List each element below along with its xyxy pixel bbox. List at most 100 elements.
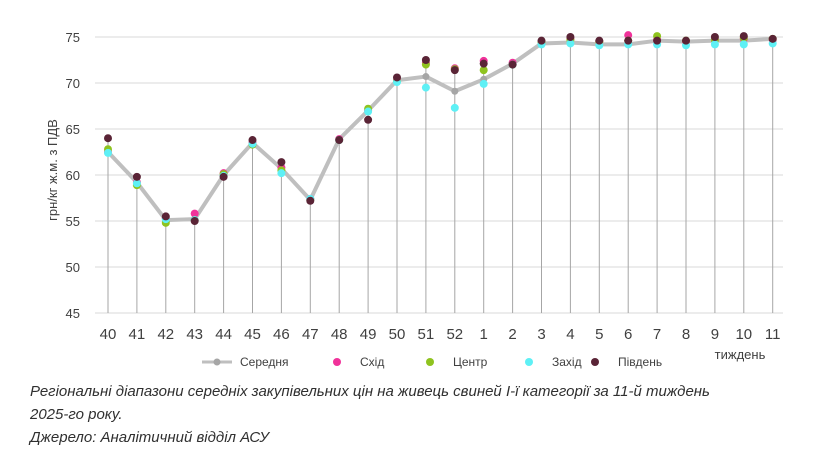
x-tick-label: 51 bbox=[418, 326, 435, 343]
y-tick-label: 45 bbox=[66, 306, 80, 321]
data-point bbox=[768, 34, 777, 43]
data-point bbox=[104, 148, 112, 157]
data-point bbox=[710, 33, 719, 41]
legend-item: Центр bbox=[426, 355, 488, 369]
series-4 bbox=[104, 39, 777, 225]
data-point bbox=[566, 39, 575, 48]
data-point bbox=[422, 73, 430, 81]
gridlines bbox=[95, 36, 783, 314]
legend-label: Центр bbox=[453, 355, 488, 369]
data-point bbox=[566, 33, 575, 41]
legend-label: Південь bbox=[618, 355, 662, 369]
data-point bbox=[451, 87, 459, 95]
data-point bbox=[710, 40, 719, 49]
legend-item: Захід bbox=[525, 355, 582, 369]
x-tick-label: 6 bbox=[624, 326, 632, 343]
data-point bbox=[104, 134, 112, 143]
data-point bbox=[132, 172, 141, 181]
x-tick-label: 4 bbox=[566, 326, 574, 343]
x-axis-label: тиждень bbox=[715, 347, 766, 362]
data-point bbox=[248, 136, 257, 145]
data-point bbox=[132, 179, 141, 188]
data-point bbox=[219, 172, 228, 181]
data-point bbox=[277, 169, 286, 178]
data-point bbox=[682, 36, 690, 45]
y-axis-ticks: 45 50 55 60 65 70 75 bbox=[66, 30, 80, 321]
series-5 bbox=[104, 32, 777, 225]
x-tick-label: 46 bbox=[273, 326, 290, 343]
data-point bbox=[479, 79, 488, 88]
x-tick-label: 5 bbox=[595, 326, 603, 343]
x-axis-ticks: 40 41 42 43 44 45 46 47 48 49 50 51 52 1 2 3 4 5 6 7 8 9 10 11 bbox=[100, 326, 781, 343]
series-2 bbox=[104, 31, 777, 223]
x-tick-label: 8 bbox=[682, 326, 690, 343]
data-point bbox=[450, 66, 459, 75]
figure-caption: Регіональні діапазони середніх закупівел… bbox=[30, 380, 800, 449]
legend: Середня Схід Центр Захід Південь bbox=[202, 355, 662, 369]
x-tick-label: 1 bbox=[480, 326, 488, 343]
y-tick-label: 50 bbox=[66, 260, 80, 275]
data-point bbox=[624, 31, 633, 40]
data-point bbox=[393, 73, 401, 82]
x-tick-label: 9 bbox=[711, 326, 719, 343]
legend-dot bbox=[213, 358, 221, 366]
data-point bbox=[537, 36, 546, 45]
legend-label: Середня bbox=[240, 355, 289, 369]
x-tick-label: 48 bbox=[331, 326, 348, 343]
caption-line-1: Регіональні діапазони середніх закупівел… bbox=[30, 383, 710, 400]
legend-item: Схід bbox=[333, 355, 384, 369]
x-tick-label: 47 bbox=[302, 326, 319, 343]
legend-item: Середня bbox=[202, 355, 289, 369]
y-tick-label: 75 bbox=[66, 30, 80, 45]
legend-label: Схід bbox=[360, 355, 384, 369]
caption-source: Джерело: Аналітичний відділ АСУ bbox=[30, 429, 269, 446]
y-tick-label: 70 bbox=[66, 76, 80, 91]
data-point bbox=[739, 32, 748, 41]
data-point bbox=[364, 115, 373, 124]
data-point bbox=[595, 36, 604, 45]
x-tick-label: 10 bbox=[735, 326, 752, 343]
x-tick-label: 50 bbox=[389, 326, 406, 343]
data-point bbox=[653, 36, 662, 45]
x-tick-label: 44 bbox=[215, 326, 232, 343]
x-tick-label: 49 bbox=[360, 326, 377, 343]
data-point bbox=[335, 136, 344, 145]
data-point bbox=[190, 209, 199, 218]
data-point bbox=[421, 56, 430, 64]
x-tick-label: 41 bbox=[129, 326, 146, 343]
drop-lines bbox=[107, 35, 774, 313]
y-tick-label: 65 bbox=[66, 122, 80, 137]
x-tick-label: 43 bbox=[186, 326, 203, 343]
y-tick-label: 55 bbox=[66, 214, 80, 229]
y-axis-label: грн/кг ж.м. з ПДВ bbox=[45, 119, 60, 221]
x-tick-label: 11 bbox=[765, 326, 781, 343]
data-point bbox=[624, 36, 633, 45]
legend-dot bbox=[525, 358, 533, 366]
data-point bbox=[421, 83, 430, 92]
data-point bbox=[479, 59, 488, 68]
caption-line-2: 2025-го року. bbox=[30, 406, 123, 423]
series-line bbox=[106, 36, 773, 223]
x-tick-label: 40 bbox=[100, 326, 117, 343]
data-point bbox=[508, 60, 517, 69]
data-point bbox=[161, 212, 170, 221]
legend-item: Південь bbox=[591, 355, 662, 369]
data-point bbox=[479, 66, 488, 75]
legend-dot bbox=[426, 358, 434, 366]
legend-label: Захід bbox=[552, 355, 582, 369]
series-layer bbox=[104, 31, 777, 227]
x-tick-label: 2 bbox=[508, 326, 516, 343]
x-tick-label: 52 bbox=[446, 326, 463, 343]
legend-dot bbox=[333, 358, 341, 366]
x-tick-label: 42 bbox=[157, 326, 174, 343]
x-tick-label: 7 bbox=[653, 326, 661, 343]
data-point bbox=[450, 103, 459, 112]
legend-dot bbox=[591, 358, 599, 366]
data-point bbox=[739, 40, 748, 49]
data-point bbox=[277, 158, 286, 167]
data-point bbox=[306, 196, 315, 205]
data-point bbox=[364, 107, 373, 116]
data-point bbox=[190, 217, 199, 225]
x-tick-label: 45 bbox=[244, 326, 261, 343]
